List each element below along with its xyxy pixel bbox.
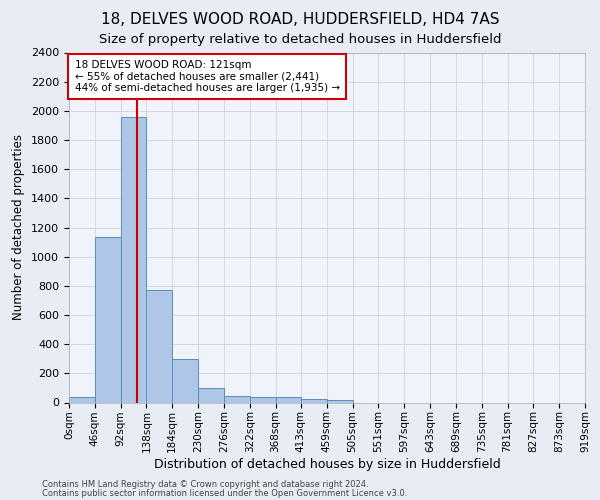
Bar [198, 388, 224, 402]
Bar [250, 396, 275, 402]
Bar [121, 116, 146, 403]
Bar [69, 398, 95, 402]
Text: Size of property relative to detached houses in Huddersfield: Size of property relative to detached ho… [99, 32, 501, 46]
X-axis label: Distribution of detached houses by size in Huddersfield: Distribution of detached houses by size … [154, 458, 500, 471]
Bar [275, 398, 301, 402]
Bar [146, 290, 172, 403]
Bar [95, 237, 121, 402]
Y-axis label: Number of detached properties: Number of detached properties [13, 134, 25, 320]
Text: 18, DELVES WOOD ROAD, HUDDERSFIELD, HD4 7AS: 18, DELVES WOOD ROAD, HUDDERSFIELD, HD4 … [101, 12, 499, 28]
Bar [301, 399, 327, 402]
Text: Contains HM Land Registry data © Crown copyright and database right 2024.: Contains HM Land Registry data © Crown c… [42, 480, 368, 489]
Text: Contains public sector information licensed under the Open Government Licence v3: Contains public sector information licen… [42, 488, 407, 498]
Bar [224, 396, 250, 402]
Bar [327, 400, 353, 402]
Text: 18 DELVES WOOD ROAD: 121sqm
← 55% of detached houses are smaller (2,441)
44% of : 18 DELVES WOOD ROAD: 121sqm ← 55% of det… [74, 60, 340, 93]
Bar [172, 358, 198, 403]
